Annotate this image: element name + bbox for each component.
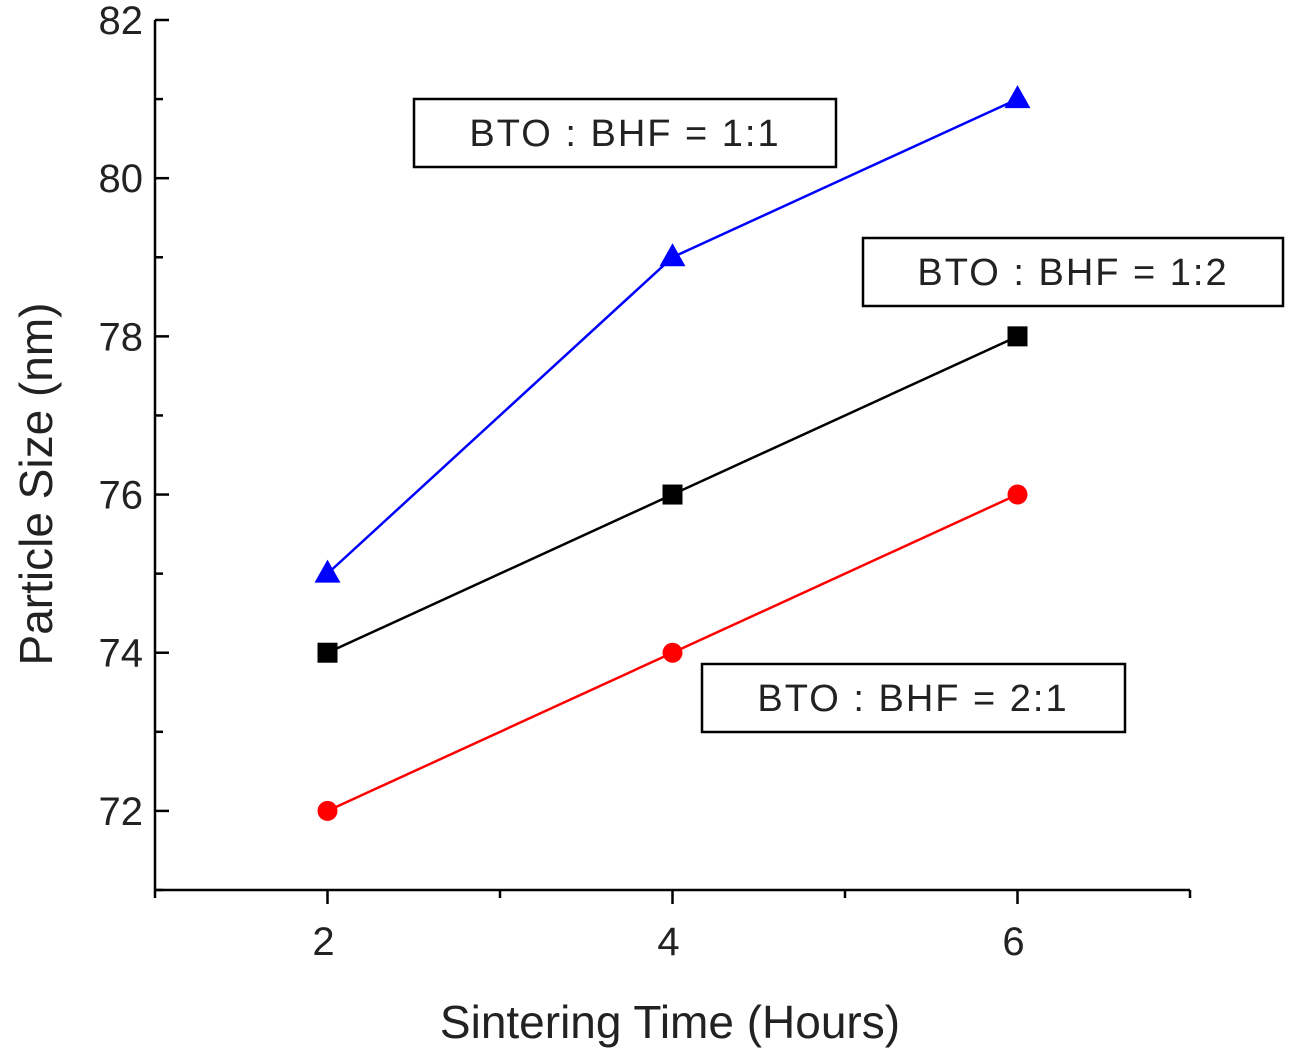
y-axis-title: Particle Size (nm) <box>10 303 62 666</box>
data-point <box>1007 484 1028 505</box>
y-tick-label: 80 <box>99 157 144 201</box>
legend-1-2-box <box>861 236 1285 308</box>
y-tick-label: 72 <box>99 790 144 834</box>
series-2 <box>317 326 1028 663</box>
legend-1-2: BTO : BHF = 1:2 <box>861 236 1285 308</box>
legend-2-1: BTO : BHF = 2:1 <box>700 662 1127 734</box>
y-tick-label: 78 <box>99 315 144 359</box>
data-point <box>1004 85 1031 109</box>
data-point <box>314 559 341 583</box>
legend-1-1-label: BTO : BHF = 1:1 <box>469 113 780 155</box>
data-point <box>662 484 683 505</box>
y-tick-label: 82 <box>99 0 144 43</box>
legend-1-1-box <box>412 97 838 169</box>
y-tick-label: 74 <box>99 632 144 676</box>
data-point <box>1007 326 1028 347</box>
data-point <box>317 642 338 663</box>
legend-2-1-box <box>700 662 1127 734</box>
x-tick-label: 2 <box>312 920 334 964</box>
data-point <box>317 800 338 821</box>
legend-1-2-label: BTO : BHF = 1:2 <box>917 252 1228 294</box>
series-1 <box>314 85 1031 583</box>
data-point <box>659 243 686 267</box>
y-tick-label: 76 <box>99 474 144 518</box>
legend-1-1: BTO : BHF = 1:1 <box>412 97 838 169</box>
legend-2-1-label: BTO : BHF = 2:1 <box>757 678 1068 720</box>
data-point <box>662 642 683 663</box>
x-tick-label: 6 <box>1002 920 1024 964</box>
x-axis-title: Sintering Time (Hours) <box>440 996 900 1048</box>
ticks: 72 74 76 78 80 82 2 4 6 <box>99 0 1192 964</box>
series-3 <box>317 484 1028 821</box>
x-tick-label: 4 <box>657 920 679 964</box>
series-layer <box>314 85 1031 821</box>
